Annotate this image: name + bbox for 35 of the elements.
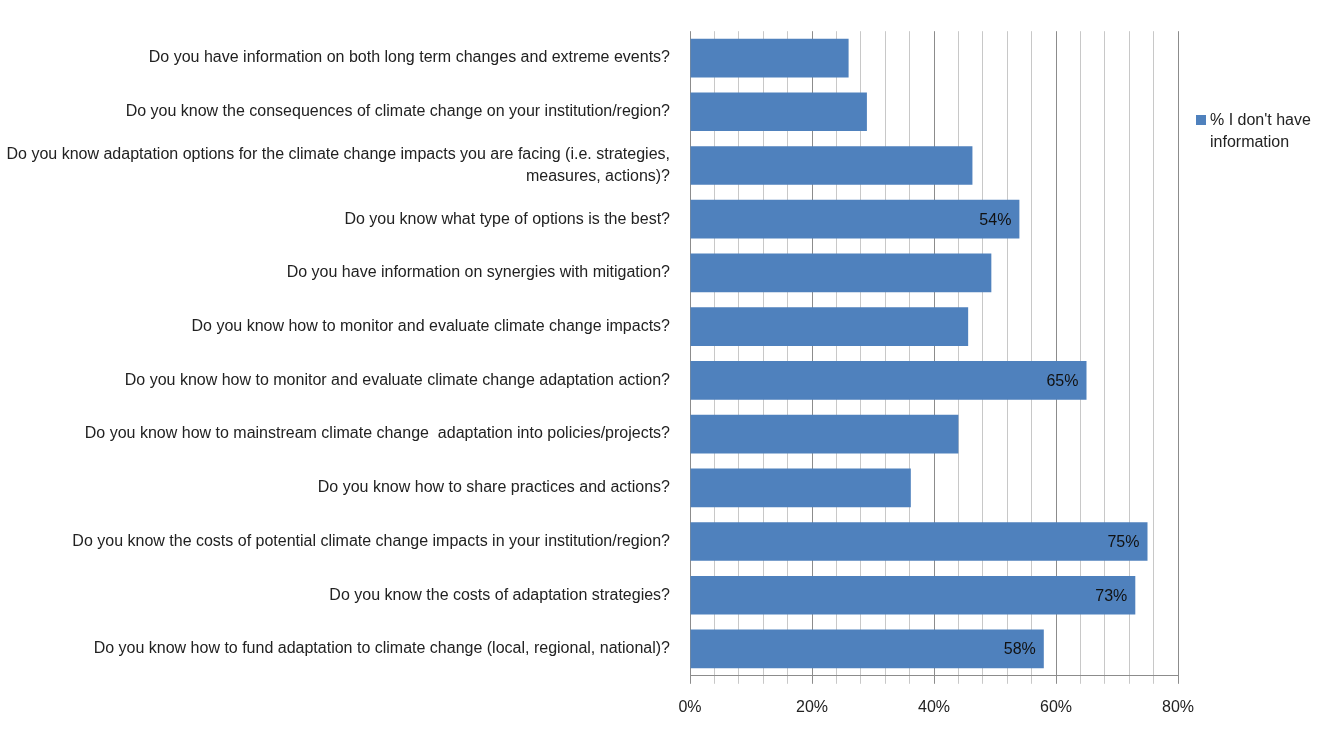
y-tick-label: Do you know what type of options is the best? xyxy=(344,209,671,227)
x-tick-label: 80% xyxy=(1161,697,1195,715)
bar xyxy=(690,253,992,293)
bar xyxy=(690,575,1136,615)
bar xyxy=(690,92,867,132)
bar xyxy=(690,38,849,78)
y-tick-label: Do you know how to monitor and evaluate climate change adaptation action? xyxy=(124,370,671,388)
bar xyxy=(690,468,911,508)
data-label: 58% xyxy=(1003,640,1036,658)
x-tick-label: 60% xyxy=(1039,697,1073,715)
y-tick-label: Do you know how to fund adaptation to climate change (local, regional, national)? xyxy=(93,639,671,657)
y-tick-label: Do you have information on synergies with mitigation? xyxy=(286,263,671,281)
y-tick-label: Do you know how to monitor and evaluate climate change impacts? xyxy=(191,317,671,335)
x-tick-label: 20% xyxy=(795,697,829,715)
data-label: 65% xyxy=(1046,371,1079,389)
y-tick-label: Do you know how to mainstream climate change adaptation into policies/projects? xyxy=(84,424,671,442)
y-tick-label: Do you know how to share practices and actions? xyxy=(317,478,671,496)
x-tick-label: 0% xyxy=(678,697,702,715)
data-label: 73% xyxy=(1095,586,1128,604)
bar xyxy=(690,361,1087,400)
y-tick-label: Do you know the costs of potential climate change impacts in your institution/region? xyxy=(72,531,671,549)
bar xyxy=(690,522,1148,561)
bar xyxy=(690,414,959,454)
y-tick-label: Do you know the consequences of climate change on your institution/region? xyxy=(125,102,671,120)
bar xyxy=(690,629,1044,669)
bar xyxy=(690,307,969,346)
x-tick-label: 40% xyxy=(917,697,951,715)
legend-label: % I don't have information xyxy=(1210,110,1312,153)
y-tick-label: Do you have information on both long term changes and extreme events? xyxy=(148,48,671,66)
y-tick-label: Do you know the costs of adaptation strategies? xyxy=(329,585,671,603)
data-label: 54% xyxy=(979,210,1012,228)
bar xyxy=(690,199,1020,239)
data-label: 75% xyxy=(1107,532,1140,550)
bar xyxy=(690,146,973,185)
y-tick-label: Do you know adaptation options for the climate change impacts you are facing (i.e. strategies, measures, actions)? xyxy=(6,144,671,185)
